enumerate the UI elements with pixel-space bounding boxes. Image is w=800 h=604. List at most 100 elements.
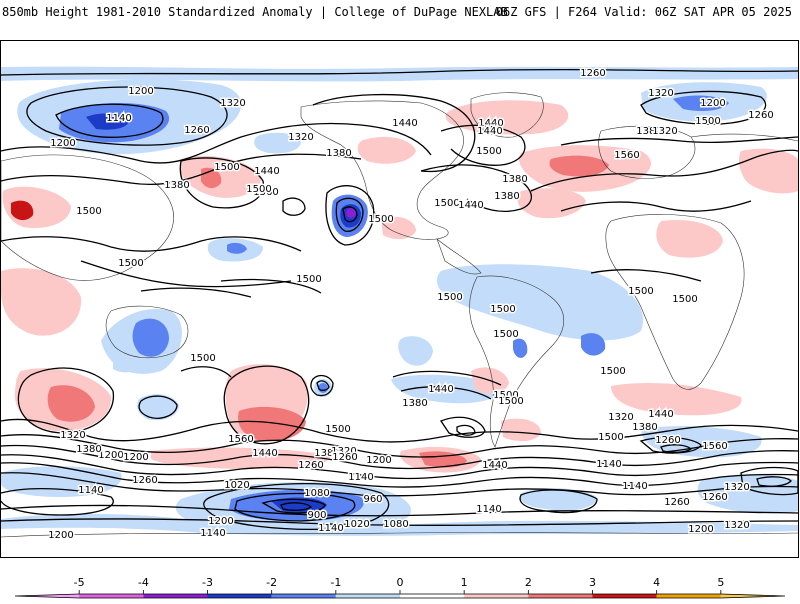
contour-line [55, 103, 164, 138]
colorbar-bin [15, 594, 80, 598]
anomaly-area [501, 418, 541, 442]
anomaly-area [549, 155, 609, 177]
anomaly-area [517, 188, 586, 219]
contour-line [310, 374, 334, 397]
anomaly-area [132, 318, 169, 357]
contour-line [316, 380, 330, 391]
colorbar-svg: -5 -4 -3 -2 -1 0 1 2 3 4 5 [14, 576, 786, 599]
coastline [1, 532, 798, 538]
contour-label: 1440 [482, 460, 507, 471]
anomaly-area [436, 264, 643, 341]
contour-line [138, 395, 178, 419]
colorbar-tick-label: -4 [138, 576, 149, 589]
contour-label: 1140 [78, 485, 103, 496]
contour-label: 1320 [652, 126, 677, 137]
coastlines [1, 92, 798, 538]
contour-label: 1200 [123, 452, 148, 463]
contour-label: 1500 [434, 198, 459, 209]
contour-line [639, 436, 702, 454]
colorbar-tick-label: 1 [461, 576, 468, 589]
coastline [598, 125, 696, 179]
negative-anomaly-shading [1, 66, 798, 536]
coastline [300, 100, 464, 240]
contour-label: 1200 [50, 138, 75, 149]
contour-label: 1440 [254, 166, 279, 177]
anomaly-area [318, 383, 328, 393]
colorbar-bin [720, 594, 785, 598]
contour-label: 1500 [628, 286, 653, 297]
colorbar-bin [207, 594, 272, 598]
contour-line [1, 504, 798, 517]
contour-label: 1500 [214, 162, 239, 173]
map-title: 850mb Height 1981-2010 Standardized Anom… [2, 5, 508, 19]
contour-line [203, 483, 390, 531]
contour-line [234, 492, 356, 522]
contour-line [140, 287, 252, 298]
contour-label: 1320 [220, 98, 245, 109]
map-header: 850mb Height 1981-2010 Standardized Anom… [0, 0, 800, 40]
contour-label: 1440 [478, 118, 503, 129]
anomaly-area [611, 383, 742, 416]
contour-label: 1200 [208, 516, 233, 527]
contour-line [26, 86, 228, 146]
contour-label: 1200 [48, 530, 73, 541]
contour-line [17, 367, 115, 434]
contour-label: 1020 [224, 480, 249, 491]
contour-label: 1200 [98, 450, 123, 461]
colorbar-tick-label: -1 [330, 576, 341, 589]
contour-line [325, 185, 375, 246]
contour-label: 1320 [724, 482, 749, 493]
contour-line [660, 444, 693, 453]
contour-label: 1500 [368, 214, 393, 225]
contour-line [312, 93, 476, 173]
contour-label: 1440 [428, 384, 453, 395]
contour-label: 1500 [695, 116, 720, 127]
coastline [470, 92, 544, 138]
contour-label: 1500 [498, 396, 523, 407]
contour-label: 1260 [664, 497, 689, 508]
anomaly-area [47, 385, 95, 422]
anomaly-area [398, 336, 433, 366]
anomaly-area [581, 333, 606, 356]
contour-label: 1140 [106, 113, 131, 124]
anomaly-area [137, 394, 179, 421]
contour-line [440, 416, 486, 438]
anomaly-area [227, 242, 247, 254]
contour-line [756, 476, 792, 487]
contour-label: 1500 [296, 274, 321, 285]
contour-label: 1500 [672, 294, 697, 305]
anomaly-area [513, 338, 528, 358]
contour-label: 900 [307, 510, 326, 521]
contour-line [220, 278, 322, 294]
colorbar-tick-label: 2 [525, 576, 532, 589]
colorbar-bin [656, 594, 721, 598]
contour-label: 1500 [490, 304, 515, 315]
anomaly-area [445, 100, 569, 135]
colorbar-tick-label: -5 [74, 576, 85, 589]
colorbar-ticks: -5 -4 -3 -2 -1 0 1 2 3 4 5 [74, 576, 724, 594]
contour-line [1, 472, 798, 497]
contour-line [420, 164, 533, 213]
contour-label: 1140 [200, 528, 225, 539]
contour-label: 1140 [622, 481, 647, 492]
anomaly-area [738, 148, 798, 194]
contour-line [280, 502, 313, 511]
anomaly-area [381, 216, 416, 240]
contour-label: 1260 [580, 68, 605, 79]
coastline [469, 275, 564, 448]
map-panel: 1260 1200 1140 1200 1320 1260 1320 1380 1440 1500… [0, 40, 799, 558]
contour-label: 1380 [636, 126, 661, 137]
contour-label: 1500 [493, 390, 518, 401]
contour-line [1, 418, 798, 443]
colorbar-tick-label: 0 [397, 576, 404, 589]
contour-label: 1260 [132, 475, 157, 486]
contour-labels: 1260120011401200132012601320138014401500… [47, 67, 775, 543]
contour-label: 1500 [325, 424, 350, 435]
contour-line [223, 365, 310, 445]
colorbar-bin [79, 594, 144, 598]
anomaly-area [346, 208, 356, 218]
coastline [105, 305, 189, 359]
contour-label: 1380 [402, 398, 427, 409]
contour-label: 1380 [164, 180, 189, 191]
contour-label: 1320 [648, 88, 673, 99]
